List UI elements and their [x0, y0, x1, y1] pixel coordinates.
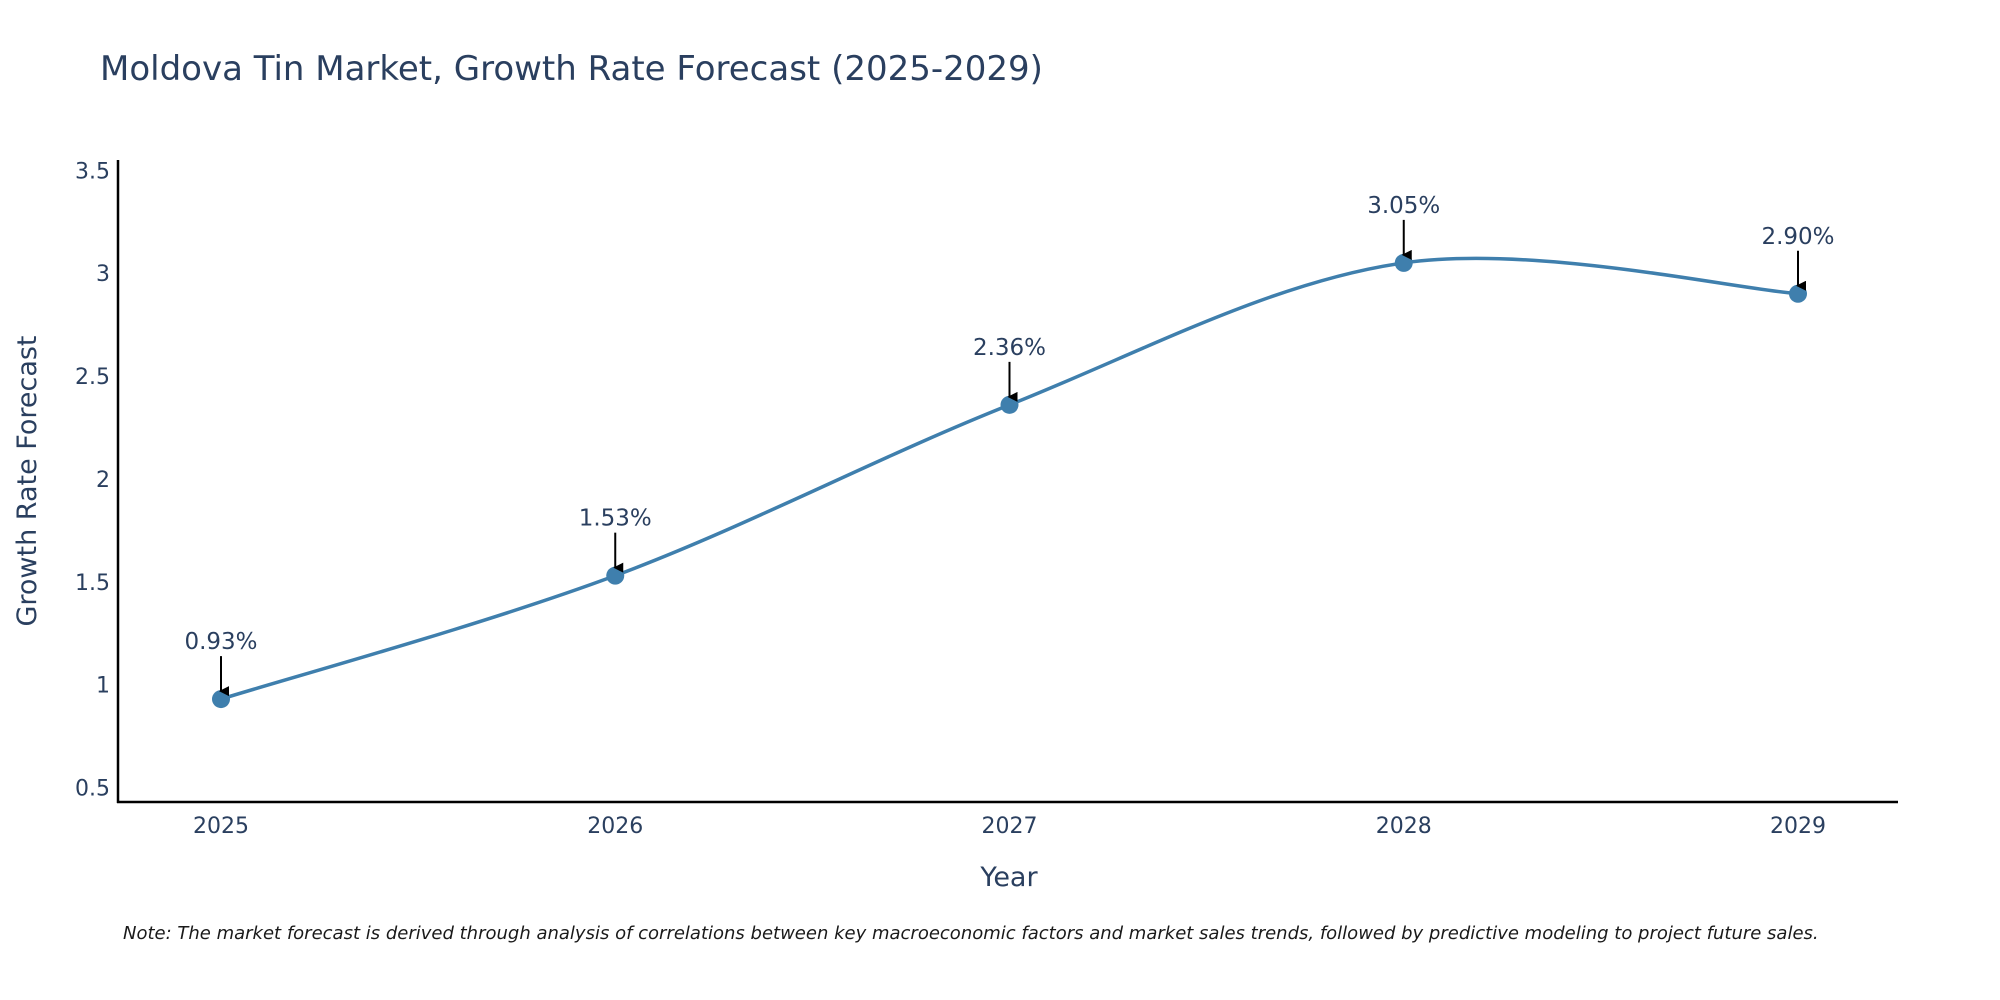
data-point	[1000, 395, 1019, 414]
data-label: 2.90%	[1761, 224, 1834, 250]
y-tick-label: 0.5	[75, 777, 110, 802]
x-tick-label: 2027	[982, 814, 1038, 839]
data-point	[1394, 253, 1413, 272]
y-axis-title: Growth Rate Forecast	[12, 335, 43, 626]
x-tick-label: 2029	[1770, 814, 1826, 839]
data-label: 1.53%	[579, 506, 652, 532]
x-axis-title: Year	[979, 862, 1038, 893]
data-point	[1789, 284, 1807, 303]
y-tick-label: 1.5	[75, 571, 110, 596]
x-tick-label: 2025	[193, 814, 249, 839]
y-tick-label: 3	[96, 262, 110, 287]
data-point	[606, 566, 625, 585]
series-line	[220, 256, 1799, 701]
data-point	[212, 690, 230, 709]
data-label: 0.93%	[184, 629, 257, 655]
x-tick-label: 2026	[587, 814, 643, 839]
data-label: 2.36%	[973, 335, 1046, 361]
footnote: Note: The market forecast is derived thr…	[123, 923, 1819, 944]
data-label: 3.05%	[1367, 193, 1440, 219]
chart-title: Moldova Tin Market, Growth Rate Forecast…	[100, 49, 1043, 89]
y-tick-label: 3.5	[75, 159, 110, 184]
y-tick-label: 2	[96, 468, 110, 493]
plot-area: 0.5 1 1.5 2 2.5 3 3.5 2025 2026 2027 2028 2029 0.93%…	[75, 159, 1898, 839]
y-tick-label: 1	[96, 674, 110, 699]
y-tick-label: 2.5	[75, 365, 110, 390]
x-tick-label: 2028	[1376, 814, 1432, 839]
